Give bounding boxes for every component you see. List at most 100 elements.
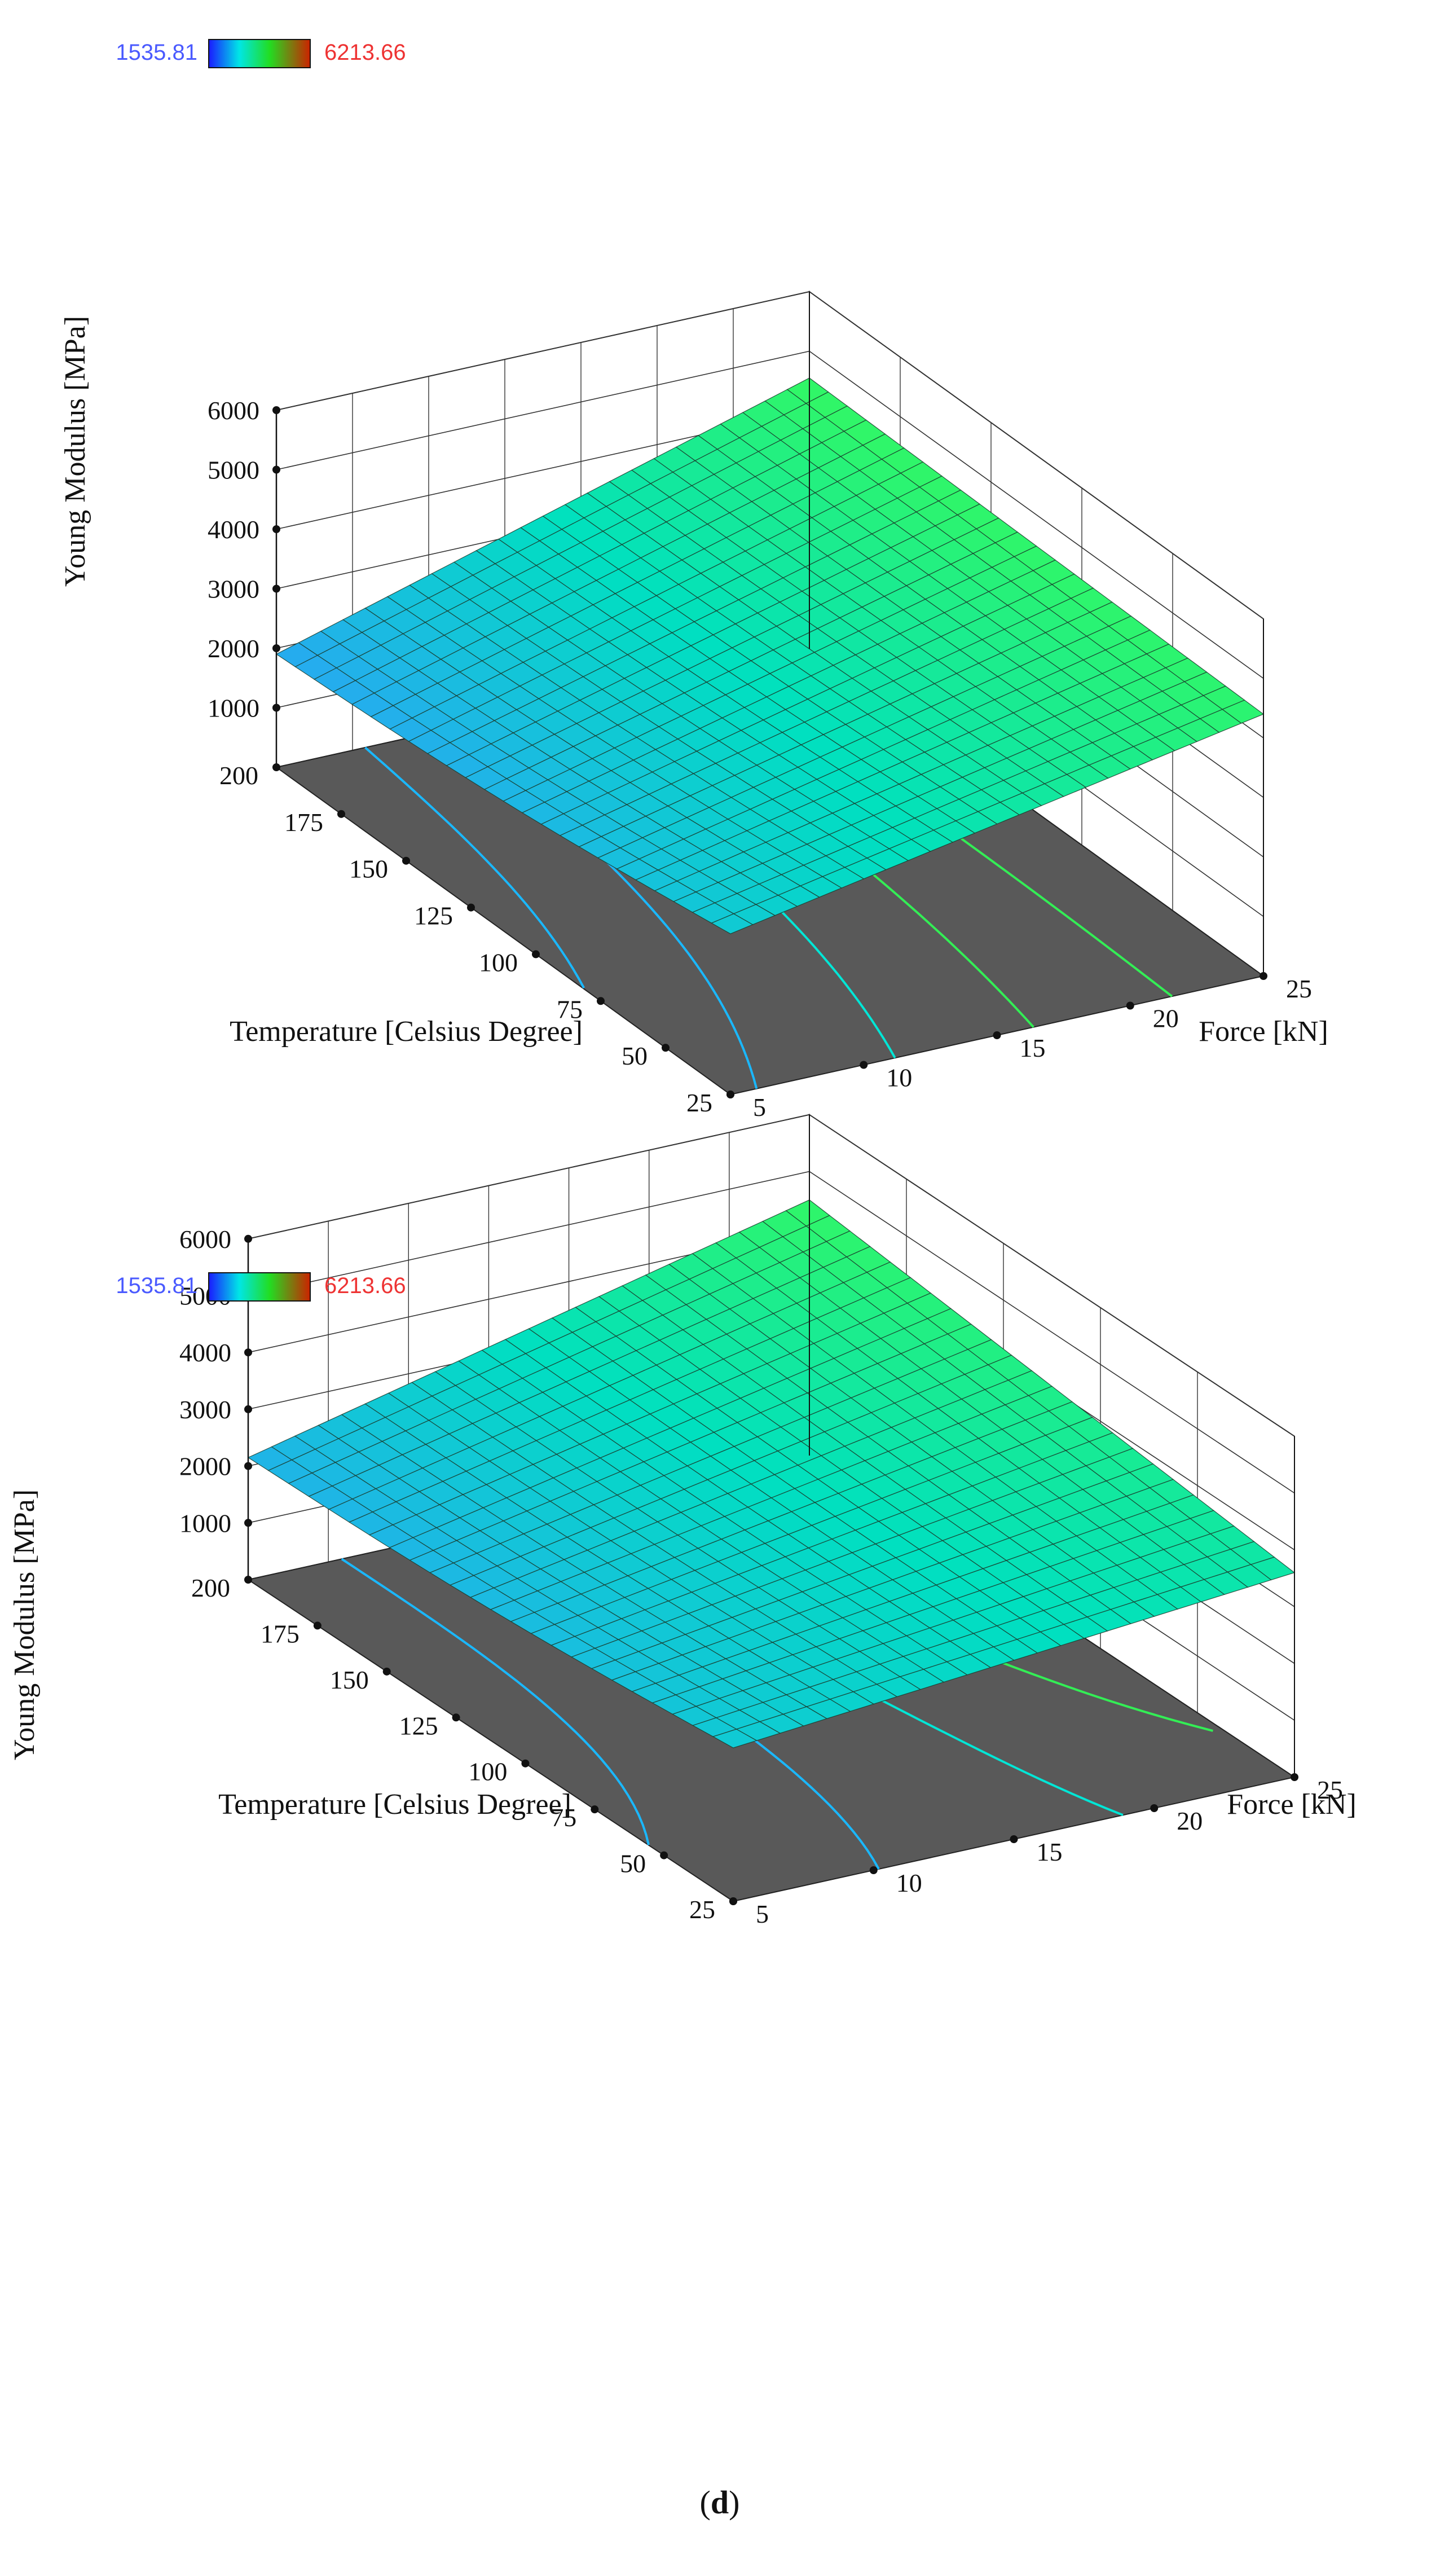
- panel-label-open: (: [700, 2484, 711, 2521]
- y-tick-mark: [1150, 1804, 1159, 1812]
- x-tick-label: 100: [468, 1757, 507, 1786]
- x-tick-mark: [521, 1759, 530, 1768]
- z-tick-mark: [272, 704, 280, 712]
- z-tick-label: 4000: [208, 515, 259, 544]
- y-tick-mark: [860, 1061, 868, 1069]
- response-surface: [275, 377, 1265, 934]
- x-tick-mark: [591, 1805, 599, 1814]
- x-tick-mark: [662, 1044, 670, 1052]
- x-tick-label: 50: [622, 1041, 648, 1070]
- response-surface: [247, 1199, 1296, 1748]
- x-tick-mark: [337, 810, 345, 818]
- y-tick-label: 25: [1317, 1775, 1343, 1804]
- y-tick-label: 5: [756, 1900, 769, 1928]
- x-tick-mark: [244, 1576, 252, 1584]
- x-tick-label: 100: [479, 948, 518, 977]
- y-tick-mark: [1126, 1001, 1134, 1010]
- y-tick-mark: [1260, 972, 1267, 980]
- x-tick-mark: [402, 856, 410, 865]
- x-tick-label: 75: [551, 1803, 576, 1832]
- z-tick-mark: [272, 525, 280, 533]
- y-tick-label: 5: [753, 1093, 766, 1122]
- color-legend: 1535.81 6213.66: [116, 1272, 406, 1302]
- y-axis-title: Force [kN]: [1227, 1788, 1357, 1821]
- surface-cell: [711, 913, 754, 934]
- y-tick-mark: [869, 1866, 878, 1874]
- legend-max-label: 6213.66: [324, 40, 406, 65]
- y-tick-mark: [729, 1897, 737, 1905]
- x-tick-label: 125: [399, 1711, 438, 1740]
- x-tick-mark: [597, 997, 605, 1005]
- x-tick-mark: [313, 1621, 322, 1630]
- z-tick-mark: [272, 465, 280, 474]
- y-tick-label: 10: [896, 1869, 922, 1897]
- x-tick-label: 125: [414, 902, 453, 930]
- chart-panel-d: 1000200030004000500060002001751501251007…: [8, 1113, 1357, 2521]
- y-tick-mark: [726, 1091, 734, 1098]
- x-tick-label: 25: [689, 1895, 715, 1924]
- z-tick-mark: [244, 1519, 252, 1527]
- z-tick-label: 6000: [208, 396, 259, 425]
- contour-line: [364, 746, 585, 989]
- x-tick-label: 150: [349, 855, 388, 883]
- x-tick-mark: [467, 903, 475, 912]
- z-tick-label: 3000: [179, 1395, 231, 1424]
- axes: 1000 2000 3000 4000 5000 6000 200 175 150 125 100 7…: [208, 292, 1312, 1122]
- y-tick-mark: [993, 1031, 1001, 1039]
- x-tick-label: 175: [284, 808, 323, 837]
- y-tick-label: 20: [1177, 1806, 1203, 1835]
- y-tick-label: 25: [1286, 974, 1312, 1003]
- x-tick-label: 75: [557, 995, 583, 1023]
- x-tick-mark: [382, 1667, 391, 1676]
- y-tick-mark: [1291, 1773, 1298, 1781]
- panel-label-letter: d: [711, 2484, 729, 2521]
- legend-min-label: 1535.81: [116, 40, 197, 65]
- x-tick-mark: [272, 763, 280, 771]
- z-tick-mark: [272, 584, 280, 593]
- z-tick-mark: [272, 406, 280, 414]
- y-tick-label: 15: [1020, 1034, 1046, 1062]
- z-tick-mark: [272, 644, 280, 652]
- z-tick-label: 2000: [208, 634, 259, 663]
- z-axis-title: Young Modulus [MPa]: [8, 1489, 41, 1760]
- surface-cell: [712, 1729, 758, 1748]
- panel-label: (d): [700, 2484, 740, 2521]
- legend-max-label: 6213.66: [324, 1273, 406, 1298]
- contour-line: [341, 1558, 650, 1845]
- legend-min-label: 1535.81: [116, 1273, 197, 1298]
- x-tick-label: 175: [261, 1619, 300, 1648]
- x-tick-label: 50: [620, 1849, 646, 1878]
- z-tick-label: 4000: [179, 1338, 231, 1367]
- panel-label-close: ): [729, 2484, 739, 2521]
- axes: 1000200030004000500060002001751501251007…: [179, 1114, 1343, 1928]
- y-tick-label: 10: [886, 1063, 912, 1092]
- z-tick-mark: [244, 1462, 252, 1470]
- x-axis-title: Temperature [Celsius Degree]: [230, 1016, 583, 1048]
- y-axis-title: Force [kN]: [1199, 1016, 1328, 1048]
- y-tick-label: 15: [1037, 1838, 1063, 1866]
- chart-panel-c: 1000 2000 3000 4000 5000 6000 200 175 150 125 100 7…: [59, 39, 1328, 1170]
- z-tick-label: 2000: [179, 1452, 231, 1481]
- z-tick-label: 5000: [208, 456, 259, 485]
- z-tick-mark: [244, 1234, 252, 1243]
- legend-color-bar: [208, 39, 311, 68]
- y-tick-label: 20: [1153, 1004, 1179, 1033]
- x-tick-label: 25: [686, 1088, 712, 1117]
- z-axis-title: Young Modulus [MPa]: [59, 316, 91, 587]
- z-tick-label: 6000: [179, 1225, 231, 1254]
- z-tick-label: 3000: [208, 575, 259, 604]
- x-tick-label: 200: [191, 1573, 230, 1602]
- z-tick-mark: [244, 1405, 252, 1413]
- x-tick-mark: [452, 1713, 460, 1722]
- x-tick-label: 200: [219, 761, 258, 790]
- x-tick-label: 150: [330, 1665, 369, 1694]
- x-tick-mark: [532, 950, 540, 959]
- y-tick-mark: [1010, 1835, 1018, 1843]
- z-tick-label: 1000: [208, 694, 259, 723]
- x-tick-mark: [660, 1851, 668, 1860]
- x-axis-title: Temperature [Celsius Degree]: [218, 1788, 571, 1821]
- legend-color-bar: [208, 1272, 311, 1302]
- z-tick-label: 1000: [179, 1509, 231, 1537]
